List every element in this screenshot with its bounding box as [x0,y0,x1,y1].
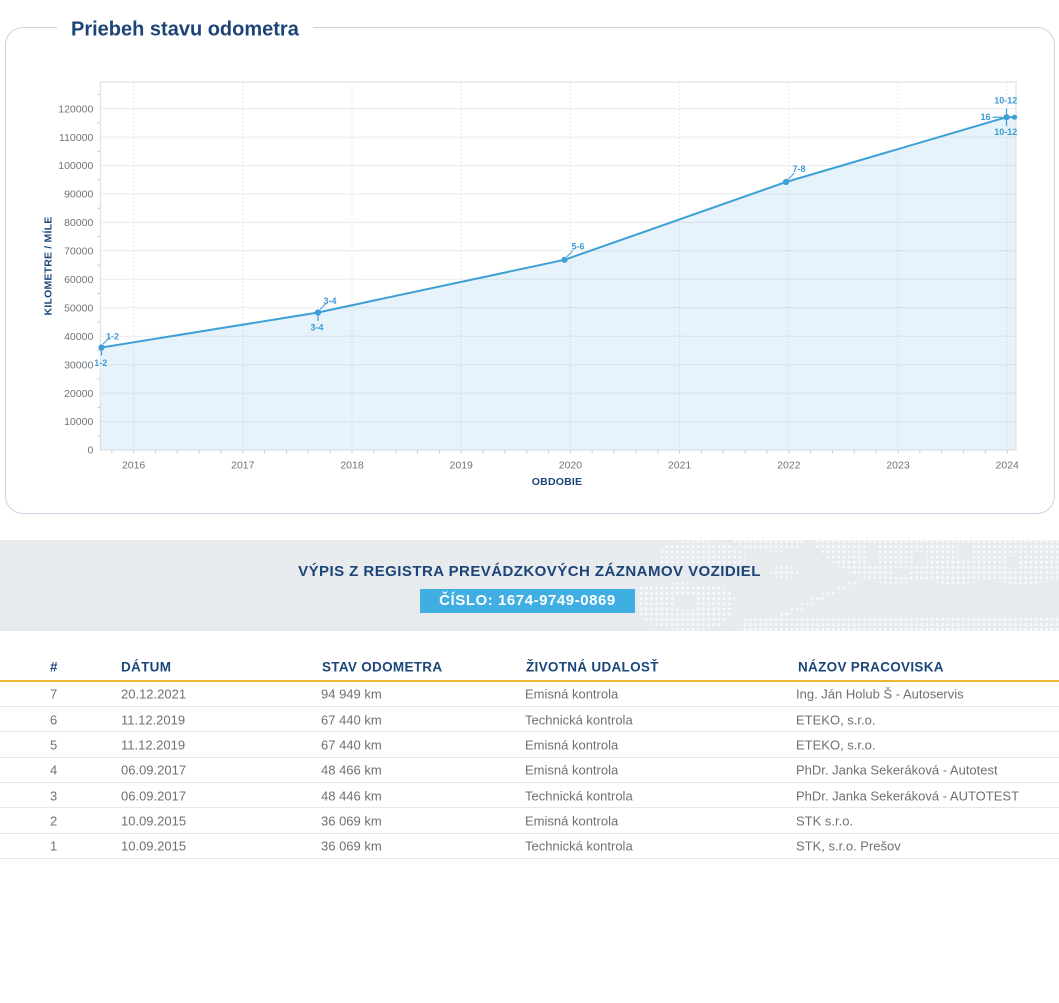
svg-text:2020: 2020 [559,460,583,472]
svg-text:7-8: 7-8 [792,164,805,174]
svg-text:2021: 2021 [668,460,692,472]
svg-text:3-4: 3-4 [310,323,323,333]
svg-text:2022: 2022 [777,460,801,472]
svg-text:1-2: 1-2 [94,358,107,368]
svg-text:5-6: 5-6 [571,242,584,252]
svg-text:OBDOBIE: OBDOBIE [532,476,582,488]
svg-text:2017: 2017 [231,460,255,472]
svg-text:120000: 120000 [58,103,93,115]
svg-text:2023: 2023 [886,460,910,472]
svg-text:2018: 2018 [340,460,364,472]
svg-text:2019: 2019 [450,460,474,472]
svg-text:3-4: 3-4 [323,296,336,306]
svg-text:2024: 2024 [996,460,1020,472]
svg-text:60000: 60000 [64,274,93,286]
svg-text:KILOMETRE / MÍLE: KILOMETRE / MÍLE [42,217,55,316]
svg-text:2016: 2016 [122,460,146,472]
svg-text:20000: 20000 [64,388,93,400]
svg-text:10-12: 10-12 [994,127,1017,137]
svg-text:70000: 70000 [64,246,93,258]
svg-text:100000: 100000 [58,160,93,172]
svg-text:40000: 40000 [64,331,93,343]
svg-text:10000: 10000 [64,416,93,428]
svg-text:1-2: 1-2 [106,332,119,342]
svg-text:90000: 90000 [64,189,93,201]
svg-text:50000: 50000 [64,302,93,314]
svg-text:10-12: 10-12 [994,96,1017,106]
svg-text:110000: 110000 [59,132,93,144]
svg-text:80000: 80000 [64,217,93,229]
svg-text:30000: 30000 [64,359,93,371]
svg-text:0: 0 [87,445,93,457]
svg-text:16: 16 [980,112,990,122]
